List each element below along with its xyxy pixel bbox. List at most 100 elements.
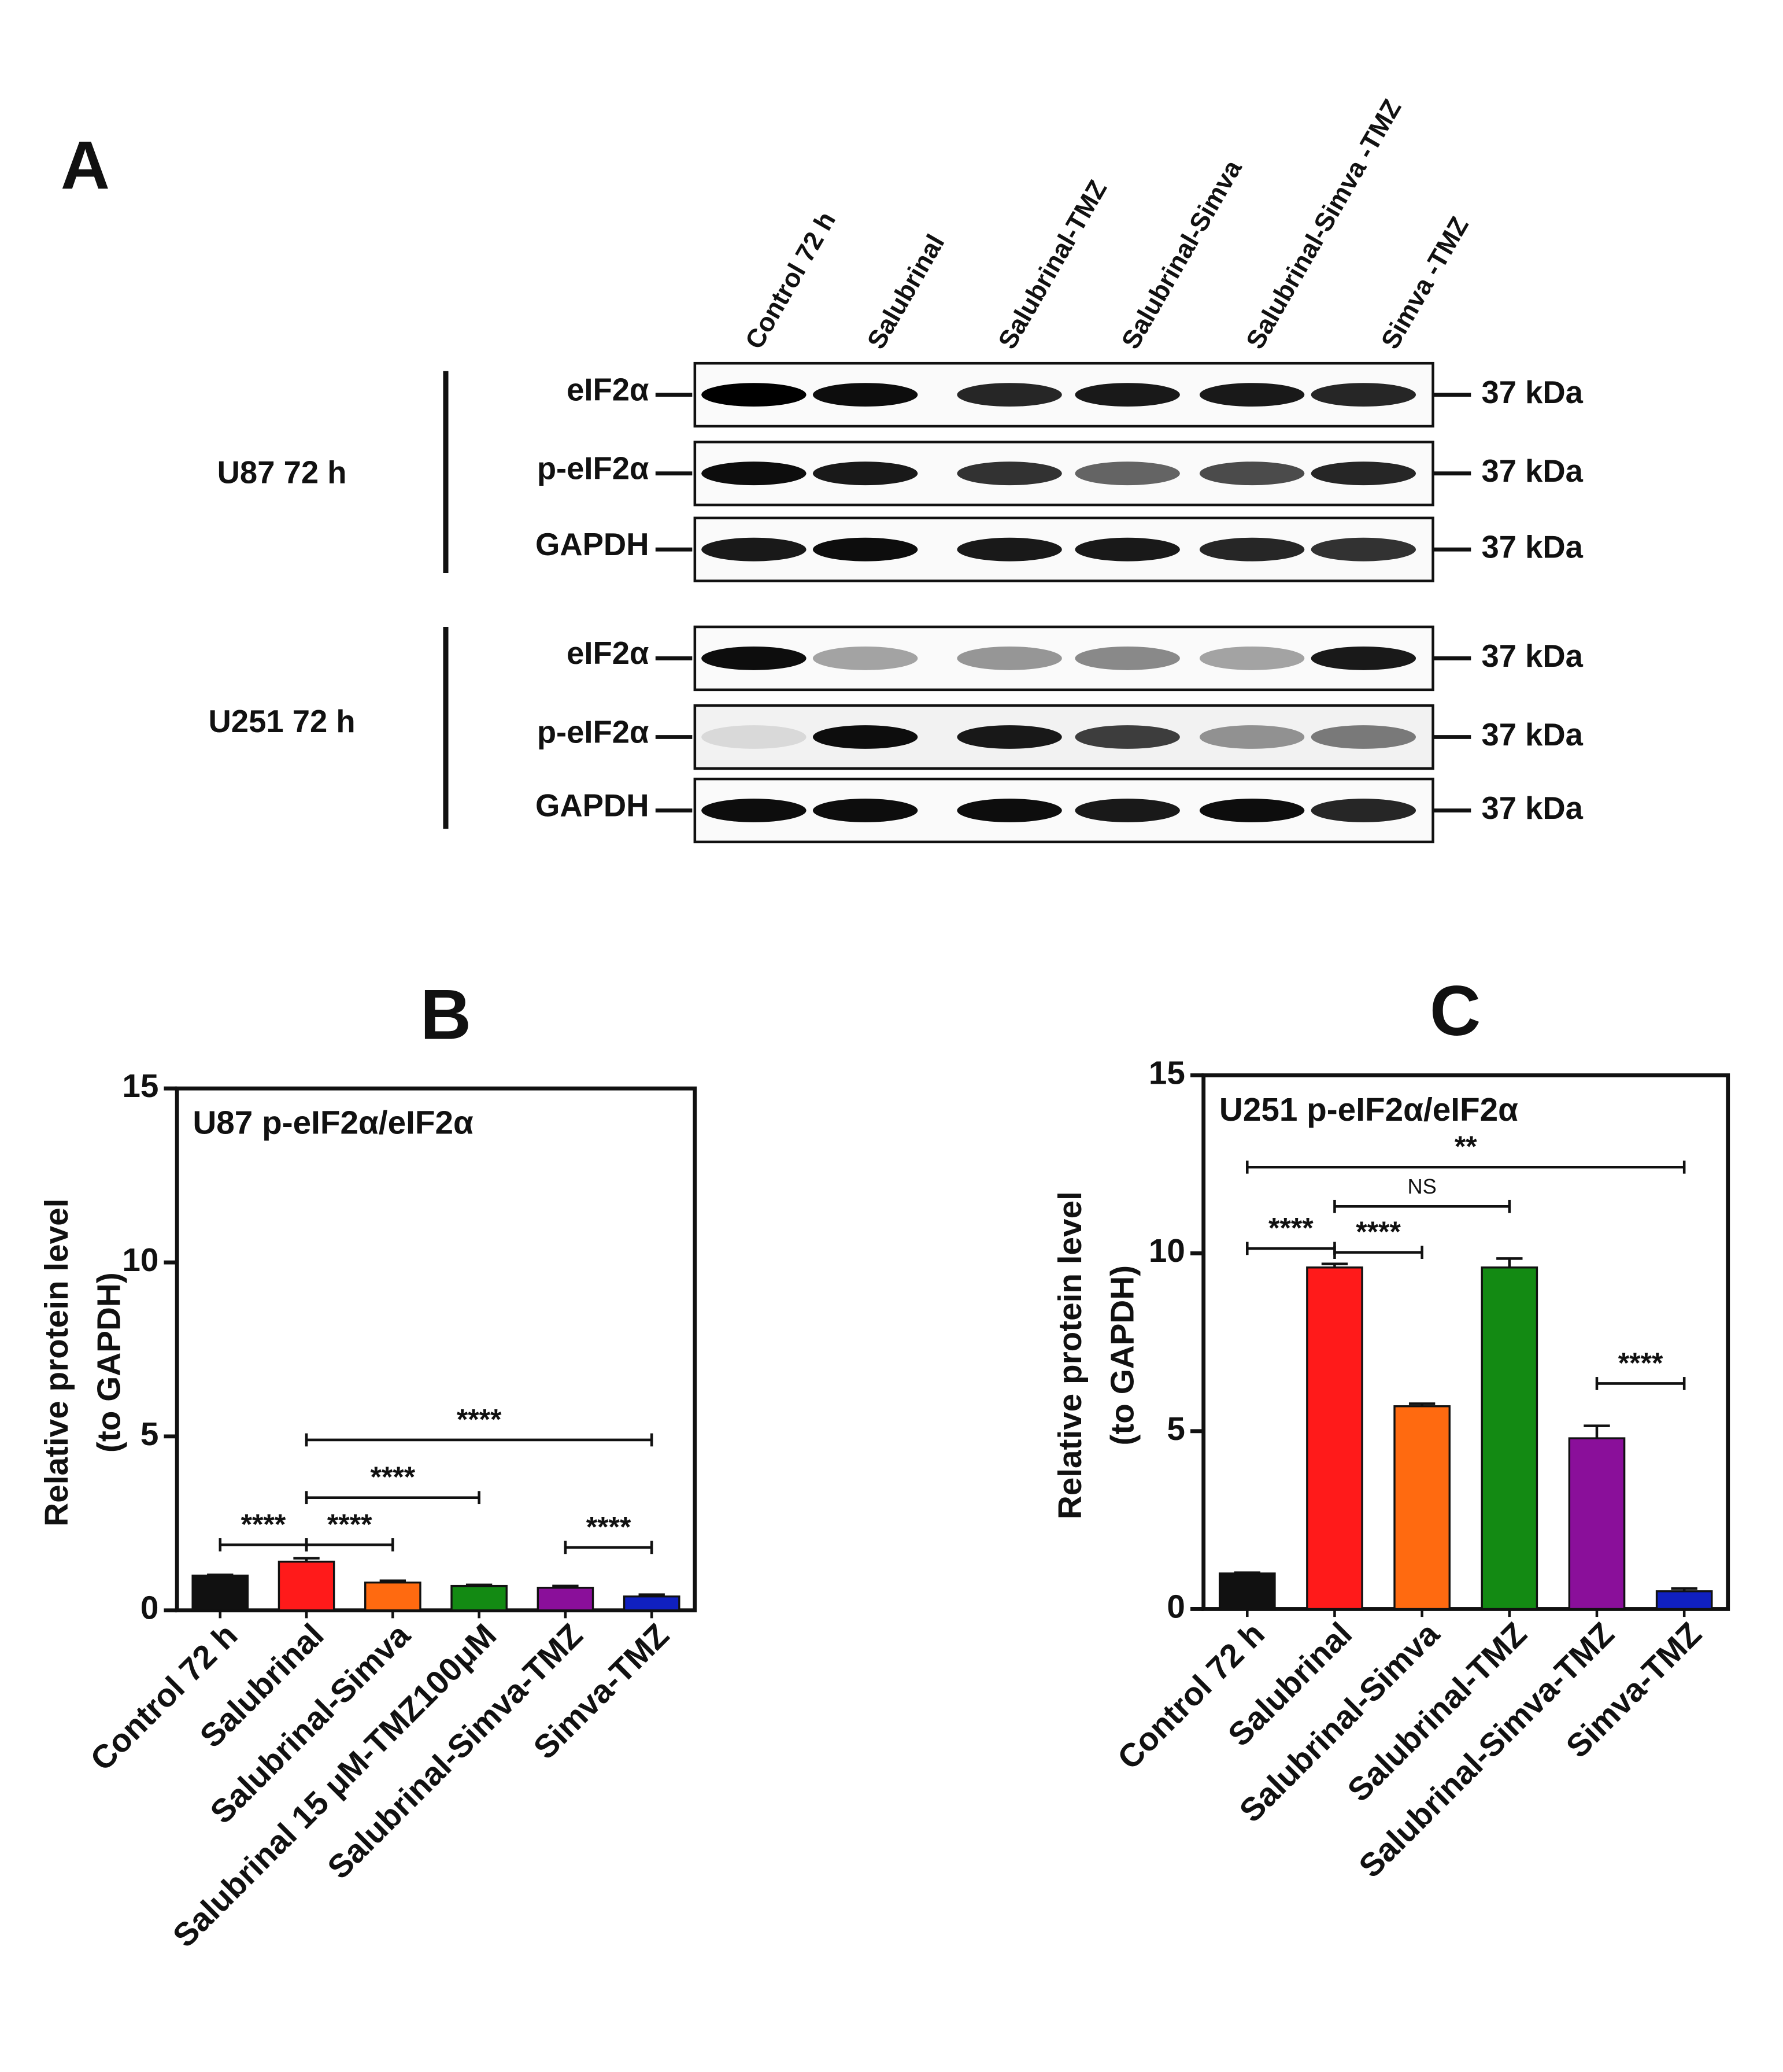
blot-band (1075, 725, 1180, 749)
significance-label: ** (1455, 1131, 1477, 1163)
blot-band (1075, 461, 1180, 486)
size-label: 37 kDa (1481, 530, 1583, 565)
bar (1568, 1437, 1626, 1611)
blot-frame (693, 516, 1434, 582)
y-tick-label: 15 (122, 1068, 158, 1105)
bar (623, 1595, 680, 1612)
blot-band (701, 647, 807, 670)
size-label: 37 kDa (1481, 717, 1583, 752)
panel-title: B (420, 975, 471, 1054)
bar (364, 1581, 421, 1612)
significance-label: **** (586, 1510, 631, 1543)
bar (450, 1585, 508, 1612)
blot-band (701, 461, 807, 486)
blot-frame (693, 777, 1434, 844)
lane-label: Simva -TMZ (1375, 212, 1474, 354)
blot-band (957, 461, 1062, 486)
bar (278, 1560, 335, 1612)
blot-band (812, 461, 918, 486)
significance-label: **** (1356, 1216, 1401, 1248)
blot-band (957, 647, 1062, 670)
blot-band (1199, 383, 1305, 407)
bar (1655, 1590, 1713, 1611)
y-axis-label: Relative protein level (39, 1199, 75, 1527)
panel-title: C (1430, 971, 1481, 1050)
plot-subtitle: U87 p-eIF2α/eIF2α (193, 1105, 474, 1142)
blot-band (1199, 725, 1305, 749)
significance-label: **** (457, 1403, 502, 1435)
blot-band (1199, 537, 1305, 562)
size-label: 37 kDa (1481, 638, 1583, 674)
cell-line-label: U87 72 h (217, 455, 347, 490)
bar (1393, 1405, 1451, 1611)
blot-band (701, 383, 807, 407)
protein-label: eIF2α (567, 636, 649, 671)
blot-band (957, 799, 1062, 822)
bar (537, 1586, 594, 1612)
plot-subtitle: U251 p-eIF2α/eIF2α (1219, 1092, 1518, 1128)
blot-band (1075, 383, 1180, 407)
significance-label: **** (1618, 1347, 1663, 1379)
lane-label: Salubrinal-Simva (1116, 154, 1248, 354)
blot-band (1311, 725, 1416, 749)
size-label: 37 kDa (1481, 375, 1583, 410)
bar (1481, 1266, 1538, 1611)
lane-label: Salubrinal-Simva -TMZ (1240, 94, 1407, 354)
protein-label: GAPDH (535, 527, 649, 562)
blot-band (812, 647, 918, 670)
x-tick-label: Control 72 h (84, 1617, 245, 1778)
size-label: 37 kDa (1481, 791, 1583, 826)
y-axis-label: Relative protein level (1052, 1191, 1089, 1519)
blot-frame (693, 704, 1434, 770)
protein-label: p-eIF2α (537, 714, 649, 749)
plot-frame (175, 1086, 697, 1613)
blot-band (957, 383, 1062, 407)
blot-band (1311, 799, 1416, 822)
lane-label: Control 72 h (739, 206, 841, 354)
blot-band (701, 799, 807, 822)
y-tick-label: 0 (140, 1590, 159, 1627)
protein-label: eIF2α (567, 372, 649, 407)
bar (1218, 1572, 1276, 1611)
y-tick-label: 0 (1167, 1589, 1185, 1625)
blot-band (812, 383, 918, 407)
bar (191, 1574, 249, 1612)
y-tick-label: 15 (1149, 1055, 1185, 1091)
bar (1306, 1266, 1363, 1611)
y-tick-label: 10 (122, 1242, 158, 1279)
y-tick-label: 5 (1167, 1411, 1185, 1447)
blot-band (1075, 537, 1180, 562)
significance-label: **** (1268, 1212, 1314, 1244)
blot-band (1075, 647, 1180, 670)
protein-label: p-eIF2α (537, 451, 649, 486)
panel-label: A (61, 127, 110, 203)
blot-band (812, 537, 918, 562)
blot-band (957, 537, 1062, 562)
significance-label: NS (1407, 1174, 1436, 1198)
blot-band (812, 725, 918, 749)
blot-band (1199, 461, 1305, 486)
blot-band (701, 537, 807, 562)
significance-label: **** (327, 1508, 372, 1541)
y-tick-label: 10 (1149, 1233, 1185, 1269)
size-label: 37 kDa (1481, 453, 1583, 489)
plot-frame (1201, 1073, 1730, 1611)
blot-band (701, 725, 807, 749)
significance-label: **** (241, 1508, 286, 1541)
blot-band (1311, 647, 1416, 670)
protein-label: GAPDH (535, 788, 649, 823)
lane-label: Salubrinal (861, 230, 950, 354)
blot-band (957, 725, 1062, 749)
lane-label: Salubrinal-TMZ (992, 175, 1112, 354)
y-tick-label: 5 (140, 1416, 159, 1453)
cell-line-label: U251 72 h (209, 704, 356, 739)
y-axis-label: (to GAPDH) (91, 1272, 128, 1453)
significance-label: **** (371, 1461, 416, 1493)
y-axis-label: (to GAPDH) (1105, 1265, 1141, 1446)
blot-band (1311, 383, 1416, 407)
blot-band (1311, 537, 1416, 562)
blot-band (1199, 799, 1305, 822)
blot-band (1199, 647, 1305, 670)
